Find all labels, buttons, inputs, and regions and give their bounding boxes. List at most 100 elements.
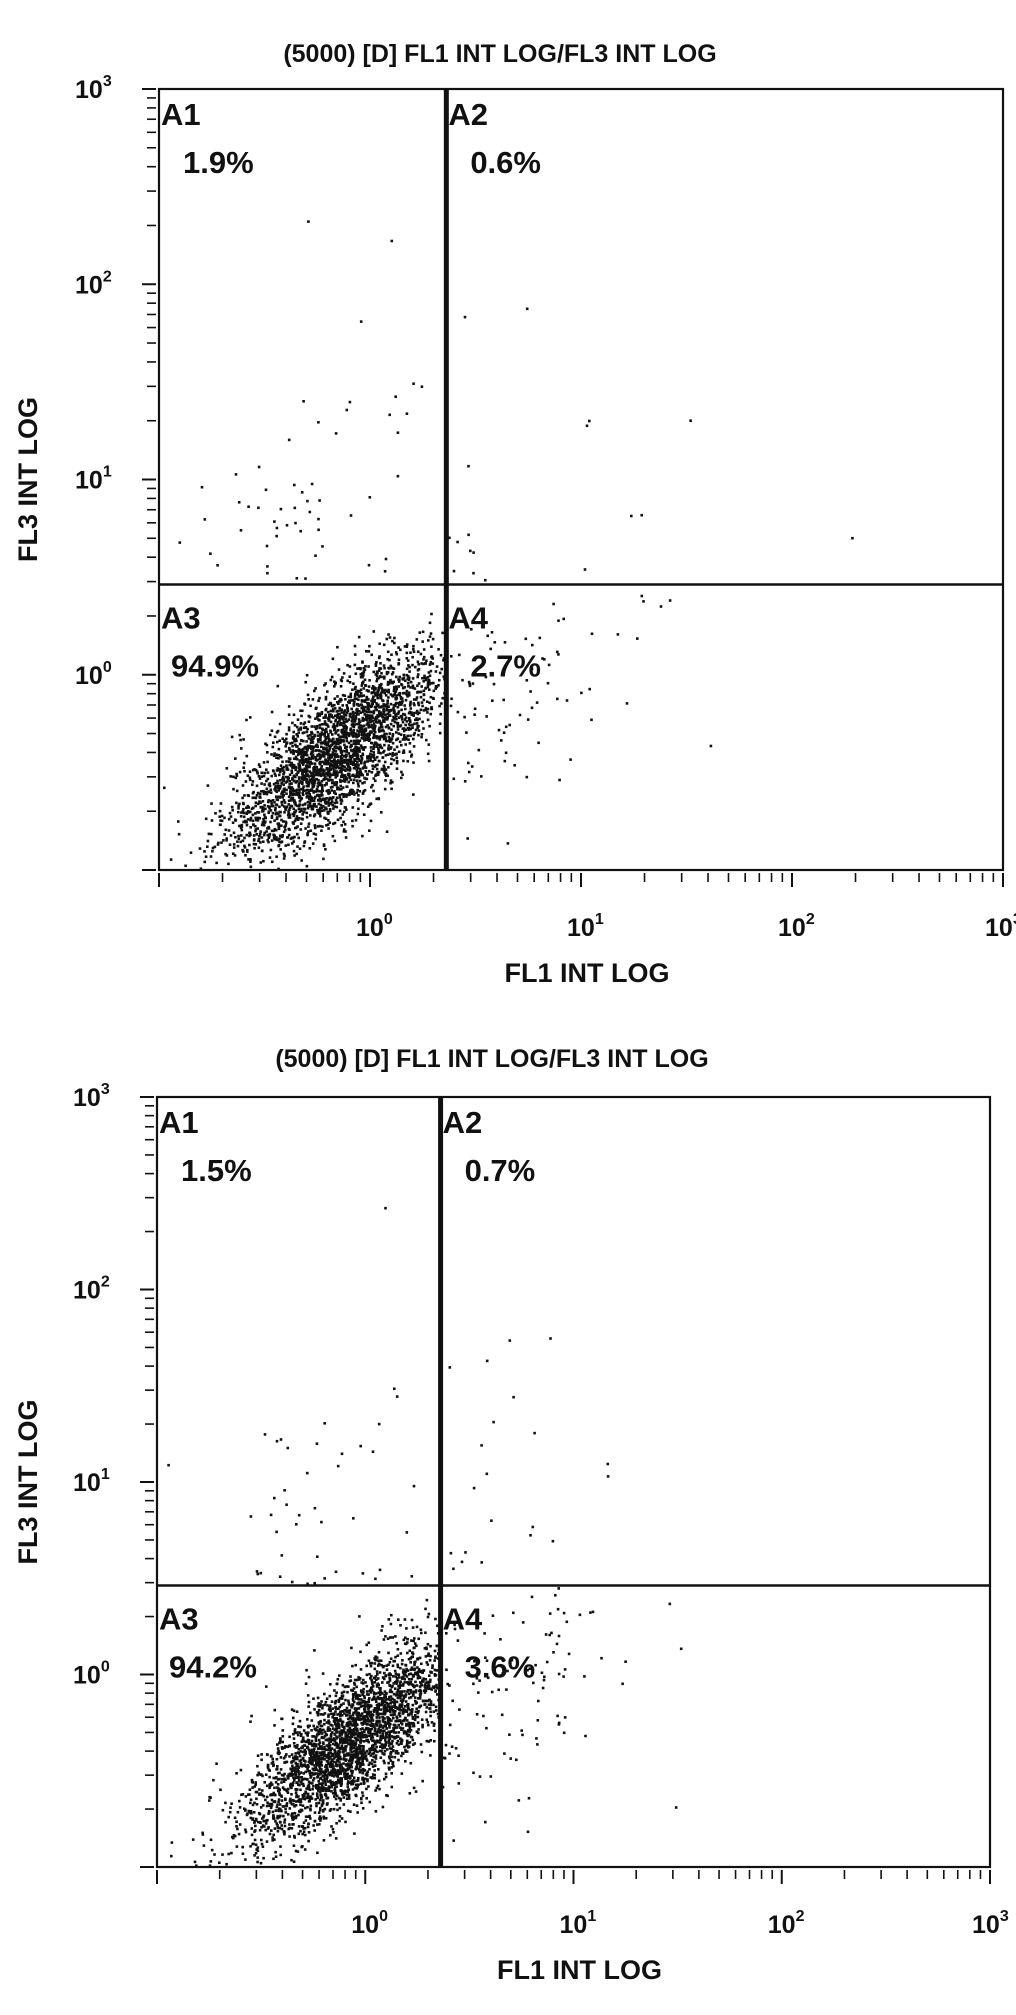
scatter-point [352, 1693, 355, 1696]
scatter-point [291, 805, 294, 808]
scatter-point [426, 1599, 429, 1602]
scatter-point [400, 744, 403, 747]
scatter-point [394, 395, 397, 398]
scatter-point [229, 775, 232, 778]
scatter-point [307, 1726, 310, 1729]
scatter-point [533, 1432, 536, 1435]
scatter-point [395, 698, 398, 701]
scatter-point [486, 1360, 489, 1363]
scatter-point [419, 1697, 422, 1700]
scatter-point [317, 774, 320, 777]
scatter-point [368, 650, 371, 653]
scatter-point [288, 1755, 291, 1758]
scatter-point [334, 784, 337, 787]
scatter-point [307, 220, 310, 223]
scatter-point [340, 751, 343, 754]
scatter-point [306, 816, 309, 819]
scatter-point [411, 1716, 414, 1719]
scatter-point [341, 1817, 344, 1820]
scatter-point [219, 810, 222, 813]
scatter-point [211, 1849, 214, 1852]
scatter-point [336, 1803, 339, 1806]
scatter-point [241, 849, 244, 852]
scatter-point [254, 1829, 257, 1832]
scatter-point [301, 769, 304, 772]
scatter-point [422, 631, 425, 634]
scatter-point [328, 748, 331, 751]
scatter-point [636, 637, 639, 640]
scatter-point [410, 1639, 413, 1642]
scatter-point [346, 707, 349, 710]
scatter-point [338, 1820, 341, 1823]
scatter-point [273, 834, 276, 837]
scatter-point [269, 734, 272, 737]
scatter-point [491, 631, 494, 634]
scatter-point [300, 822, 303, 825]
scatter-point [588, 420, 591, 423]
scatter-point [342, 813, 345, 816]
scatter-point [429, 1739, 432, 1742]
scatter-point [527, 718, 530, 721]
scatter-point [328, 791, 331, 794]
scatter-point [362, 1768, 365, 1771]
scatter-point [361, 737, 364, 740]
scatter-point [275, 1768, 278, 1771]
scatter-point [337, 729, 340, 732]
scatter-point [365, 1755, 368, 1758]
scatter-point [409, 735, 412, 738]
scatter-point [268, 782, 271, 785]
scatter-point [280, 1824, 283, 1827]
scatter-point [234, 757, 237, 760]
scatter-point [374, 692, 377, 695]
scatter-point [254, 1839, 257, 1842]
scatter-point [384, 570, 387, 573]
scatter-point [238, 1800, 241, 1803]
scatter-point [267, 1827, 270, 1830]
scatter-point [295, 756, 298, 759]
scatter-point [367, 690, 370, 693]
scatter-point [321, 780, 324, 783]
scatter-point [389, 714, 392, 717]
scatter-point [296, 789, 299, 792]
scatter-point [219, 819, 222, 822]
scatter-point [421, 721, 424, 724]
scatter-point [241, 1846, 244, 1849]
scatter-point [340, 1784, 343, 1787]
scatter-point [304, 1827, 307, 1830]
scatter-point [319, 1817, 322, 1820]
scatter-point [239, 771, 242, 774]
scatter-point [320, 784, 323, 787]
scatter-point [211, 819, 214, 822]
scatter-point [498, 729, 501, 732]
scatter-point [362, 1572, 365, 1575]
scatter-point [408, 1722, 411, 1725]
scatter-point [286, 524, 289, 527]
scatter-point [317, 518, 320, 521]
scatter-point [355, 717, 358, 720]
scatter-point [320, 746, 323, 749]
scatter-point [309, 814, 312, 817]
scatter-point [296, 833, 299, 836]
scatter-point [387, 633, 390, 636]
scatter-point [309, 1788, 312, 1791]
scatter-point [332, 741, 335, 744]
scatter-point [348, 752, 351, 755]
scatter-point [417, 673, 420, 676]
scatter-point [330, 721, 333, 724]
scatter-point [236, 840, 239, 843]
scatter-point [413, 1787, 416, 1790]
scatter-point [417, 1732, 420, 1735]
scatter-point [507, 842, 510, 845]
scatter-point [244, 1829, 247, 1832]
scatter-point [382, 1720, 385, 1723]
scatter-point [420, 1684, 423, 1687]
scatter-point [351, 1761, 354, 1764]
scatter-point [370, 654, 373, 657]
scatter-point [266, 572, 269, 575]
scatter-point [331, 1716, 334, 1719]
scatter-point [192, 1838, 195, 1841]
scatter-point [294, 1728, 297, 1731]
scatter-point [285, 792, 288, 795]
scatter-point [236, 774, 239, 777]
scatter-point [321, 794, 324, 797]
